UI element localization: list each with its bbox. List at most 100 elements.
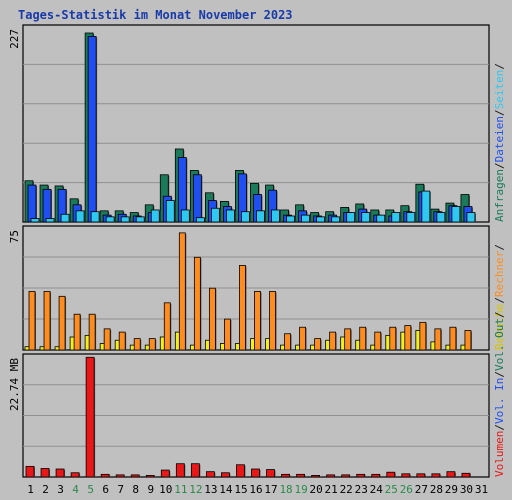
bar-dateien-day-10 — [165, 200, 175, 223]
bar-rechner-day-28 — [434, 328, 442, 351]
bar-dateien-day-4 — [75, 210, 85, 223]
bar-seiten-day-5 — [87, 36, 97, 223]
x-tick-label: 28 — [430, 483, 443, 496]
bar-dateien-day-8 — [135, 216, 145, 223]
legend-entry: / — [493, 424, 506, 431]
bar-volumen-day-21 — [326, 474, 336, 478]
bar-volumen-day-2 — [40, 468, 50, 478]
bar-dateien-day-16 — [256, 210, 265, 223]
bar-rechner-day-30 — [464, 330, 472, 351]
bar-dateien-day-24 — [376, 214, 386, 223]
bar-dateien-day-7 — [120, 216, 130, 223]
bar-rechner-day-3 — [58, 295, 66, 351]
bar-rechner-day-26 — [404, 325, 412, 351]
bar-rechner-day-16 — [254, 291, 261, 351]
x-tick-label: 20 — [310, 483, 323, 496]
bar-dateien-day-22 — [346, 212, 356, 223]
bar-volumen-day-30 — [461, 472, 471, 478]
x-tick-label: 15 — [234, 483, 247, 496]
legend-visits: Besuche/Rechner/ — [493, 244, 506, 350]
bar-dateien-day-17 — [271, 209, 280, 223]
legend: Anfragen/Dateien/Seiten/Besuche/Rechner/… — [493, 63, 506, 477]
x-tick-label: 12 — [189, 483, 202, 496]
bar-rechner-day-7 — [118, 331, 126, 351]
bar-rechner-day-12 — [193, 256, 201, 351]
bar-rechner-day-6 — [103, 328, 111, 351]
bar-dateien-day-20 — [316, 216, 326, 223]
bar-volumen-day-28 — [431, 473, 441, 478]
bar-volumen-day-11 — [175, 463, 185, 478]
bar-volumen-day-4 — [70, 472, 80, 478]
x-tick-label: 31 — [475, 483, 488, 496]
x-tick-label: 11 — [174, 483, 187, 496]
legend-entry: Seiten — [493, 70, 506, 110]
bar-volumen-day-8 — [130, 474, 140, 478]
bar-rechner-day-29 — [449, 326, 457, 351]
bar-volumen-day-24 — [371, 473, 381, 478]
bar-rechner-day-20 — [314, 338, 322, 351]
bar-dateien-day-19 — [301, 214, 310, 223]
panel-requests: 227 — [8, 24, 490, 223]
bar-volumen-day-23 — [356, 473, 366, 478]
legend-entry: Besuche — [493, 304, 506, 350]
bar-dateien-day-21 — [331, 216, 341, 223]
bar-volumen-day-20 — [311, 475, 321, 478]
bar-rechner-day-19 — [299, 326, 306, 351]
legend-entry: / — [493, 109, 506, 116]
x-tick-label: 2 — [42, 483, 49, 496]
x-tick-label: 14 — [219, 483, 233, 496]
bar-rechner-day-13 — [208, 287, 216, 351]
x-tick-label: 24 — [370, 483, 384, 496]
x-tick-label: 10 — [159, 483, 172, 496]
x-tick-label: 19 — [294, 483, 307, 496]
chart-title: Tages-Statistik im Monat November 2023 — [18, 8, 293, 22]
bar-dateien-day-15 — [241, 211, 250, 223]
bar-volumen-day-27 — [416, 473, 426, 478]
bar-rechner-day-22 — [344, 328, 352, 351]
bar-volumen-day-1 — [25, 465, 35, 478]
bar-rechner-day-24 — [374, 331, 382, 351]
x-tick-label: 30 — [460, 483, 473, 496]
bar-volumen-day-22 — [341, 474, 351, 478]
bar-volumen-day-18 — [281, 473, 290, 478]
x-tick-label: 7 — [117, 483, 124, 496]
legend-entry: / — [493, 311, 506, 318]
legend-entry: Dateien — [493, 116, 506, 162]
legend-entry: Volumen — [493, 431, 506, 477]
bar-dateien-day-13 — [210, 207, 220, 223]
bar-volumen-day-15 — [236, 464, 245, 478]
x-tick-label: 13 — [204, 483, 217, 496]
bar-dateien-day-5 — [90, 211, 100, 223]
legend-entry: / — [493, 371, 506, 378]
bar-rechner-day-11 — [178, 232, 186, 351]
bar-rechner-day-4 — [73, 313, 81, 351]
panel-max-label: 227 — [8, 29, 21, 49]
bar-dateien-day-6 — [105, 216, 115, 223]
chart-panels: 227 75 22.74 MB — [8, 24, 490, 478]
bar-volumen-day-10 — [160, 469, 170, 478]
bar-dateien-day-3 — [60, 213, 70, 223]
x-axis-labels: 1 2 3 4 5 6 7 8 9 10 11 12 13 14 15 16 17 18 19 20 21 22 23 24 2… — [27, 483, 488, 496]
bar-dateien-day-29 — [451, 206, 461, 223]
x-tick-label: 29 — [445, 483, 458, 496]
x-tick-label: 9 — [147, 483, 154, 496]
x-tick-label: 8 — [132, 483, 139, 496]
bar-rechner-day-23 — [359, 326, 367, 351]
bar-dateien-day-9 — [150, 209, 160, 223]
bar-dateien-day-14 — [226, 209, 235, 223]
bar-volumen-day-17 — [266, 469, 275, 478]
bar-volumen-day-13 — [205, 471, 215, 478]
x-tick-label: 5 — [87, 483, 94, 496]
bar-rechner-day-9 — [148, 338, 156, 351]
bar-rechner-day-21 — [329, 331, 337, 351]
bar-volumen-day-7 — [115, 474, 125, 478]
bar-volumen-day-29 — [446, 471, 456, 478]
legend-entry: / — [493, 63, 506, 70]
panel-max-label: 22.74 MB — [8, 358, 21, 411]
panel-visits: 75 — [8, 225, 490, 351]
bar-rechner-day-18 — [284, 333, 291, 351]
bar-dateien-day-30 — [466, 212, 476, 223]
bar-rechner-day-25 — [389, 326, 397, 351]
bar-dateien-day-23 — [361, 212, 371, 223]
